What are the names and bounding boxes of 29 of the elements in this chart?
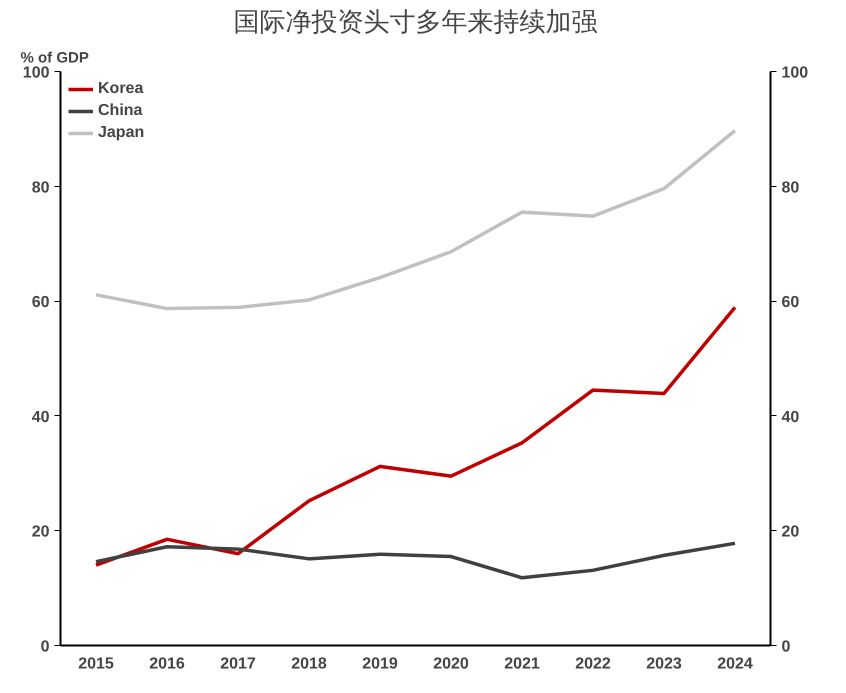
y2-tick-label: 80 (782, 179, 800, 196)
x-tick-label: 2021 (504, 656, 540, 672)
line-series (94, 542, 737, 580)
legend-label: China (98, 102, 142, 120)
x-tick-label: 2018 (291, 656, 327, 672)
x-tick-label: 2017 (220, 656, 256, 672)
y-tick-label: 80 (32, 179, 50, 196)
y-axis-title: % of GDP (20, 50, 89, 66)
y-tick-label: 20 (32, 524, 50, 541)
y-tick-label: 0 (40, 638, 50, 656)
x-tick-label: 2015 (78, 656, 114, 672)
line-series (94, 306, 737, 567)
y2-tick-label: 60 (782, 294, 800, 312)
y-tick-label: 100 (22, 64, 50, 82)
y2-tick-label: 20 (782, 524, 800, 541)
x-tick-label: 2023 (646, 656, 682, 672)
legend-label: Japan (98, 124, 144, 142)
chart-title: 国际净投资头寸多年来持续加强 (234, 8, 598, 38)
legend-label: Korea (98, 80, 144, 98)
x-tick-label: 2019 (362, 656, 398, 672)
x-tick-label: 2020 (433, 656, 469, 672)
x-tick-label: 2022 (575, 656, 611, 672)
x-tick-label: 2024 (717, 656, 753, 672)
y-tick-label: 40 (32, 408, 50, 426)
y2-tick-label: 100 (782, 64, 808, 82)
y-tick-label: 60 (32, 294, 50, 312)
y2-tick-label: 40 (782, 408, 800, 426)
y2-tick-label: 0 (782, 638, 790, 656)
x-tick-label: 2016 (149, 656, 185, 672)
